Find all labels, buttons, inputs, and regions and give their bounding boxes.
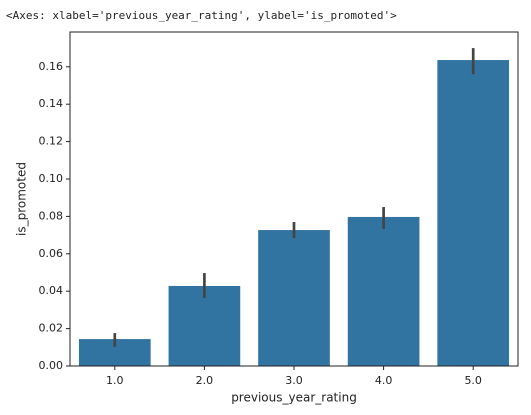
y-tick-label: 0.16 xyxy=(39,60,64,73)
y-tick-label: 0.00 xyxy=(39,359,64,372)
y-tick-label: 0.02 xyxy=(39,322,64,335)
x-axis-label: previous_year_rating xyxy=(231,391,357,405)
y-axis-label: is_promoted xyxy=(15,162,29,236)
x-tick-label: 4.0 xyxy=(375,374,393,387)
y-tick-label: 0.06 xyxy=(39,247,64,260)
x-tick-label: 5.0 xyxy=(464,374,482,387)
x-tick-label: 3.0 xyxy=(285,374,303,387)
y-tick-label: 0.12 xyxy=(39,135,64,148)
bar xyxy=(437,60,510,366)
y-tick-label: 0.08 xyxy=(39,209,64,222)
y-tick-label: 0.04 xyxy=(39,284,64,297)
bar xyxy=(168,285,241,366)
x-tick-label: 1.0 xyxy=(106,374,124,387)
bar xyxy=(258,230,330,366)
axes-frame xyxy=(69,31,519,367)
bar xyxy=(347,216,420,366)
output-text: <Axes: xlabel='previous_year_rating', yl… xyxy=(6,9,397,22)
y-tick-label: 0.14 xyxy=(39,97,64,110)
x-tick-label: 2.0 xyxy=(196,374,214,387)
y-tick-label: 0.10 xyxy=(39,172,64,185)
